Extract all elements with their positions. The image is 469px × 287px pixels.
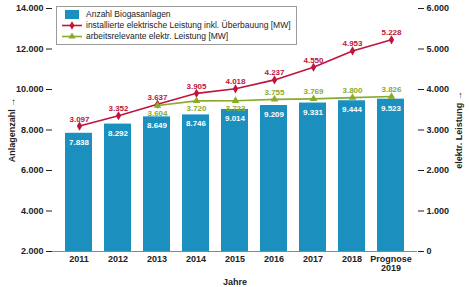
svg-text:3.352: 3.352: [108, 104, 129, 113]
svg-text:Anlagenzahl →: Anlagenzahl →: [7, 98, 17, 163]
svg-text:8.649: 8.649: [147, 121, 168, 130]
svg-text:2.000: 2.000: [427, 165, 450, 175]
svg-text:8.000: 8.000: [21, 125, 44, 135]
html-text:arbeitsrelevante elektr. Leist: arbeitsrelevante elektr. Leistung [MW]: [86, 31, 229, 41]
svg-text:3.097: 3.097: [69, 115, 90, 124]
svg-text:2017: 2017: [303, 254, 323, 264]
svg-text:3.637: 3.637: [147, 93, 168, 102]
svg-text:4.237: 4.237: [264, 68, 285, 77]
svg-text:elektr. Leistung →: elektr. Leistung →: [454, 91, 464, 169]
svg-text:14.000: 14.000: [16, 3, 44, 13]
svg-text:4.953: 4.953: [342, 39, 363, 48]
svg-text:9.331: 9.331: [303, 108, 324, 117]
svg-text:Jahre: Jahre: [223, 277, 247, 287]
svg-text:2018: 2018: [342, 254, 362, 264]
svg-text:4.000: 4.000: [21, 206, 44, 216]
svg-text:3.000: 3.000: [427, 125, 450, 135]
svg-text:3.755: 3.755: [264, 88, 285, 97]
svg-text:2016: 2016: [264, 254, 284, 264]
svg-text:2014: 2014: [186, 254, 206, 264]
svg-text:2011: 2011: [69, 254, 89, 264]
svg-text:3.604: 3.604: [147, 109, 168, 118]
svg-text:3.723: 3.723: [225, 104, 246, 113]
svg-text:3.826: 3.826: [381, 85, 402, 94]
svg-text:8.292: 8.292: [108, 129, 129, 138]
svg-text:3.720: 3.720: [186, 104, 207, 113]
svg-text:2015: 2015: [225, 254, 245, 264]
svg-text:7.838: 7.838: [69, 138, 90, 147]
svg-text:6.000: 6.000: [21, 165, 44, 175]
svg-text:3.769: 3.769: [303, 87, 324, 96]
svg-text:4.550: 4.550: [303, 56, 324, 65]
svg-text:6.000: 6.000: [427, 3, 450, 13]
svg-text:2012: 2012: [108, 254, 128, 264]
svg-text:9.014: 9.014: [225, 114, 246, 123]
svg-text:5.000: 5.000: [427, 44, 450, 54]
svg-text:4.018: 4.018: [225, 77, 246, 86]
svg-text:Prognose2019: Prognose2019: [370, 254, 412, 273]
svg-text:2013: 2013: [147, 254, 167, 264]
svg-text:5.228: 5.228: [381, 28, 402, 37]
svg-text:10.000: 10.000: [16, 84, 44, 94]
svg-text:12.000: 12.000: [16, 44, 44, 54]
svg-text:1.000: 1.000: [427, 206, 450, 216]
svg-text:4.000: 4.000: [427, 84, 450, 94]
html-text:installierte elektrische Leist: installierte elektrische Leistung inkl. …: [86, 20, 291, 30]
svg-text:2.000: 2.000: [21, 246, 44, 256]
svg-text:3.800: 3.800: [342, 86, 363, 95]
svg-text:9.523: 9.523: [381, 104, 402, 113]
html-text:Anzahl Biogasanlagen: Anzahl Biogasanlagen: [86, 9, 171, 19]
svg-text:3.905: 3.905: [186, 82, 207, 91]
svg-text:8.746: 8.746: [186, 119, 207, 128]
svg-text:9.444: 9.444: [342, 105, 363, 114]
svg-text:0: 0: [427, 246, 432, 256]
svg-text:9.209: 9.209: [264, 110, 285, 119]
